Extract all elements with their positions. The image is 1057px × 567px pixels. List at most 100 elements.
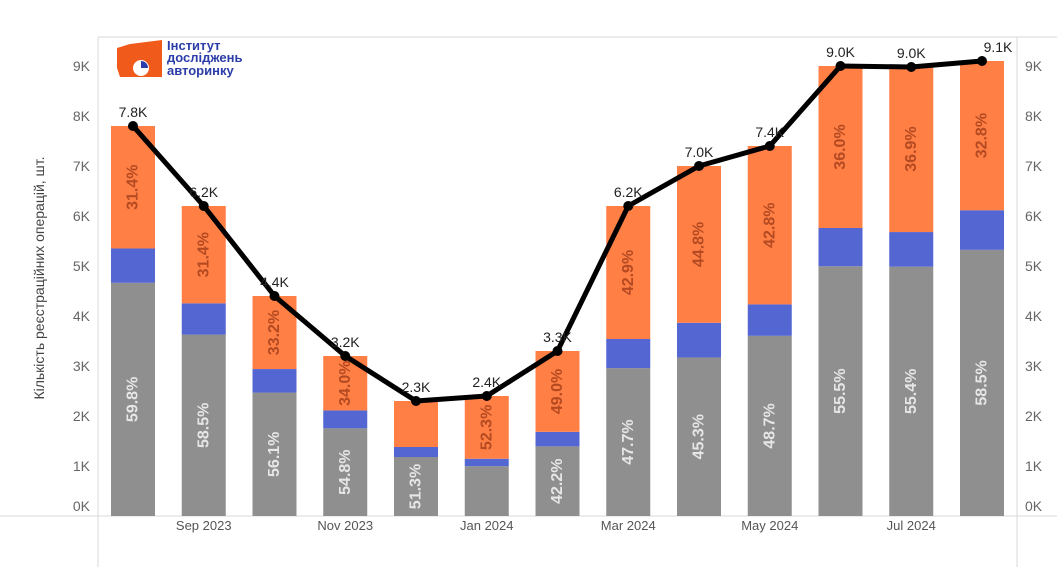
segment-share-label: 42.2%: [549, 458, 566, 503]
logo-pie-slice: [141, 61, 148, 68]
bar-segment: [252, 392, 297, 516]
segment-share-label: 31.4%: [195, 232, 212, 277]
bar-segment: [889, 232, 934, 267]
total-label: 7.0K: [685, 144, 714, 160]
total-point: [198, 201, 209, 211]
y-tick-label-right: 3K: [1025, 358, 1043, 374]
segment-share-label: 47.7%: [620, 419, 637, 464]
bar-segment: [960, 61, 1004, 211]
total-point: [481, 391, 492, 401]
bar-stack: 55.4% 36.9%: [889, 66, 934, 516]
bar-segment: [111, 282, 155, 516]
segment-share-label: 33.2%: [266, 310, 283, 355]
bar-segment: [252, 369, 297, 393]
x-tick-label: Sep 2023: [176, 518, 232, 533]
bar-stack: 51.3%: [394, 401, 438, 516]
y-tick-label-right: 8K: [1025, 108, 1043, 124]
total-point: [128, 121, 138, 131]
bar-segment: [818, 266, 863, 516]
bar-segment: [394, 457, 438, 516]
bar-segment: [606, 368, 651, 516]
bar-segment: [111, 248, 155, 283]
bar-segment: [535, 431, 580, 447]
segment-share-label: 51.3%: [408, 464, 425, 509]
y-tick-label-left: 5K: [73, 258, 91, 274]
bar-segment: [747, 304, 792, 336]
segment-share-label: 55.4%: [903, 369, 920, 414]
bar-segment: [747, 335, 792, 516]
bar-stack: 55.5% 36.0%: [818, 66, 863, 516]
logo-line: авторинку: [167, 63, 234, 78]
total-label: 9.1K: [984, 39, 1013, 55]
segment-share-label: 48.7%: [761, 403, 778, 448]
bar-segment: [889, 66, 934, 233]
total-label: 3.2K: [331, 334, 360, 350]
bar-segment: [535, 351, 580, 432]
bar-segment: [464, 466, 509, 516]
bar-stack: 47.7% 42.9%: [606, 206, 651, 516]
segment-share-label: 31.4%: [125, 165, 142, 210]
x-tick-label: Nov 2023: [317, 518, 373, 533]
bar-segment: [181, 303, 226, 335]
total-label: 6.2K: [614, 184, 643, 200]
total-point: [977, 56, 987, 66]
bar-segment: [323, 410, 368, 429]
y-tick-label-left: 3K: [73, 358, 91, 374]
segment-share-label: 44.8%: [691, 222, 708, 267]
y-tick-label-left: 4K: [73, 308, 91, 324]
segment-share-label: 45.3%: [691, 414, 708, 459]
total-point: [694, 161, 704, 171]
segment-share-label: 54.8%: [337, 449, 354, 494]
y-tick-label-right: 1K: [1025, 458, 1043, 474]
bar-stack: 45.3% 44.8%: [677, 166, 721, 516]
y-tick-label-left: 0K: [73, 498, 91, 514]
y-tick-label-right: 4K: [1025, 308, 1043, 324]
x-tick-label: Mar 2024: [601, 518, 656, 533]
total-point: [340, 351, 351, 361]
bar-segment: [394, 401, 438, 447]
segment-share-label: 56.1%: [266, 432, 283, 477]
total-point: [411, 396, 421, 406]
bar-stack: 48.7% 42.8%: [747, 146, 792, 516]
total-point: [623, 201, 634, 211]
bar-stack: 42.2% 49.0%: [535, 351, 580, 516]
y-tick-label-right: 5K: [1025, 258, 1043, 274]
y-tick-label-right: 6K: [1025, 208, 1043, 224]
bar-stack: 56.1% 33.2%: [252, 296, 297, 516]
segment-share-label: 58.5%: [974, 360, 991, 405]
bar-segment: [111, 126, 155, 249]
segment-share-label: 58.5%: [195, 403, 212, 448]
y-tick-label-left: 8K: [73, 108, 91, 124]
x-tick-label: May 2024: [741, 518, 798, 533]
bar-segment: [464, 458, 509, 467]
y-tick-label-left: 9K: [73, 58, 91, 74]
bar-segment: [677, 357, 721, 516]
y-tick-label-left: 7K: [73, 158, 91, 174]
total-label: 4.4K: [260, 274, 289, 290]
segment-share-label: 52.3%: [478, 405, 495, 450]
total-point: [906, 62, 917, 72]
y-tick-label-left: 2K: [73, 408, 91, 424]
segment-share-label: 34.0%: [337, 361, 354, 406]
bar-segment: [606, 338, 651, 369]
bar-segment: [394, 447, 438, 458]
total-label: 7.8K: [119, 104, 148, 120]
total-point: [835, 61, 846, 71]
logo-car-shape: [117, 40, 162, 77]
segment-share-label: 42.8%: [761, 202, 778, 247]
total-point: [552, 346, 563, 356]
total-point: [269, 291, 280, 301]
total-label: 9.0K: [897, 45, 926, 61]
bar-segment: [818, 66, 863, 228]
segment-share-label: 36.0%: [832, 124, 849, 169]
bar-stack: 54.8% 34.0%: [323, 356, 368, 516]
bar-segment: [960, 249, 1004, 516]
bar-segment: [677, 166, 721, 323]
total-label: 2.4K: [472, 374, 501, 390]
y-axis-title: Кількість реєстраційних операцій, шт.: [31, 156, 47, 399]
y-tick-label-right: 7K: [1025, 158, 1043, 174]
segment-share-label: 55.5%: [832, 368, 849, 413]
segment-share-label: 32.8%: [974, 113, 991, 158]
bar-segment: [747, 146, 792, 305]
